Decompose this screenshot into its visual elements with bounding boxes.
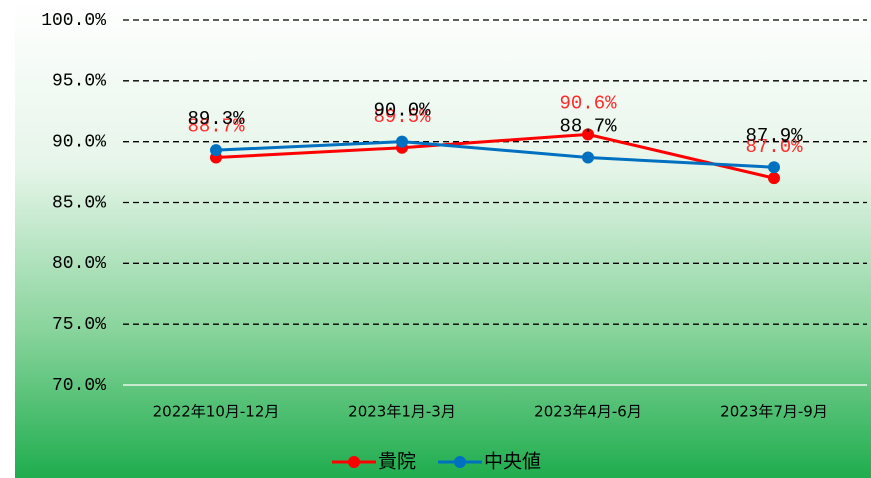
data-label: 87.0%	[745, 136, 803, 158]
data-label: 88.7%	[187, 115, 245, 137]
data-point	[582, 128, 594, 141]
data-point	[768, 161, 780, 174]
data-label: 90.0%	[373, 100, 431, 122]
legend-label: 貴院	[378, 451, 416, 473]
data-label: 88.7%	[559, 115, 617, 137]
data-label: 89.5%	[373, 106, 431, 128]
data-point	[210, 144, 222, 157]
data-point	[582, 151, 594, 164]
series-line	[215, 132, 775, 180]
data-label: 87.9%	[745, 125, 803, 147]
y-tick-label: 95.0%	[52, 72, 106, 92]
y-tick-label: 75.0%	[52, 315, 106, 335]
y-tick-label: 80.0%	[52, 254, 106, 274]
x-tick-label: 2023年7月-9月	[720, 403, 828, 421]
y-tick-label: 70.0%	[52, 376, 106, 396]
legend-marker	[348, 456, 360, 468]
legend-label: 中央値	[484, 451, 541, 473]
y-tick-label: 90.0%	[52, 132, 106, 152]
data-label: 89.3%	[187, 108, 245, 130]
series-line	[215, 140, 775, 169]
data-point	[768, 172, 780, 185]
y-tick-label: 100.0%	[41, 11, 106, 31]
legend-marker	[454, 456, 467, 468]
x-tick-label: 2022年10月-12月	[153, 403, 280, 421]
x-tick-label: 2023年1月-3月	[348, 403, 456, 421]
chart-background	[15, 0, 871, 478]
data-point	[396, 135, 408, 148]
y-tick-label: 85.0%	[52, 193, 106, 213]
data-label: 90.6%	[559, 92, 617, 114]
x-tick-label: 2023年4月-6月	[534, 403, 642, 421]
